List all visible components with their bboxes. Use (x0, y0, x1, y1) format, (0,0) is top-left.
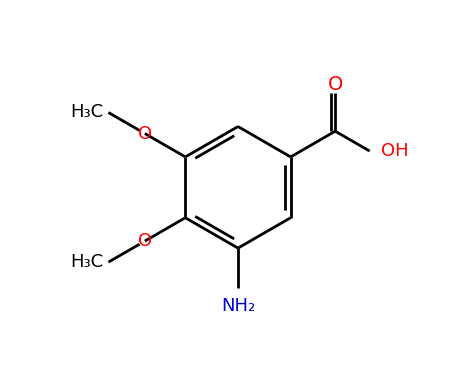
Text: O: O (138, 232, 152, 250)
Text: OH: OH (381, 142, 409, 160)
Text: O: O (327, 75, 343, 94)
Text: H₃C: H₃C (70, 253, 104, 271)
Text: H₃C: H₃C (70, 104, 104, 121)
Text: NH₂: NH₂ (221, 297, 255, 315)
Text: O: O (138, 124, 152, 142)
